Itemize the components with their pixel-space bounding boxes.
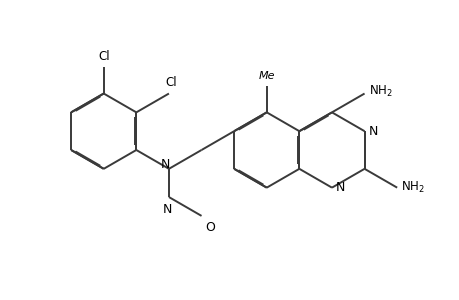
Text: NH$_2$: NH$_2$ bbox=[368, 84, 392, 99]
Text: N: N bbox=[160, 158, 169, 171]
Text: N: N bbox=[335, 181, 345, 194]
Text: Cl: Cl bbox=[98, 50, 109, 63]
Text: O: O bbox=[205, 221, 215, 234]
Text: Cl: Cl bbox=[165, 76, 176, 88]
Text: Me: Me bbox=[258, 71, 274, 81]
Text: N: N bbox=[368, 125, 377, 138]
Text: N: N bbox=[162, 203, 171, 216]
Text: NH$_2$: NH$_2$ bbox=[400, 180, 424, 195]
